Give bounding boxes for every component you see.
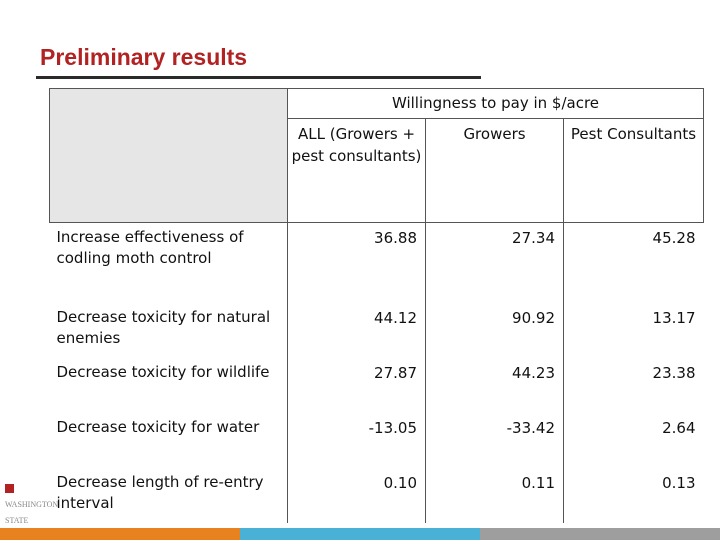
row-label: Decrease toxicity for water [56,417,260,436]
title-underline [36,76,481,79]
row-label: Increase effectiveness of codling moth c… [56,228,244,267]
value-cell: 13.17 [563,302,704,358]
column-header-all: ALL (Growers + pest consultants) [287,118,426,223]
value-cell: 0.10 [287,467,426,523]
column-header-row: ALL (Growers + pest consultants) Growers… [50,118,704,223]
value-cell: 45.28 [563,222,704,303]
table-row: Decrease toxicity for water -13.05 -33.4… [50,412,704,468]
footer-bar-blue [240,528,480,540]
row-label: Decrease length of re-entry interval [56,472,264,512]
university-logo: WASHINGTON STATE UNIVERSITY [5,482,58,541]
value-cell: -33.42 [425,412,564,468]
value-cell: 44.23 [425,357,564,413]
value-cell: 0.13 [563,467,704,523]
row-label: Decrease toxicity for natural enemies [56,307,271,347]
footer-bar-gray [480,528,720,540]
footer-color-bar [0,528,720,540]
group-header-row: Willingness to pay in $/acre [49,88,704,223]
value-cell: 23.38 [563,357,704,413]
blank-header-cell [49,88,288,223]
value-cell: 44.12 [287,302,426,358]
value-cell: 36.88 [287,222,426,303]
column-header-growers: Growers [425,118,564,223]
crest-icon [5,484,14,493]
value-cell: -13.05 [287,412,426,468]
value-cell: 90.92 [425,302,564,358]
table-row: Decrease toxicity for natural enemies 44… [50,302,704,358]
row-label: Decrease toxicity for wildlife [56,362,270,381]
group-header: Willingness to pay in $/acre [287,88,704,119]
table-row: Increase effectiveness of codling moth c… [50,222,704,303]
results-table: Willingness to pay in $/acre ALL (Grower… [49,88,704,523]
value-cell: 0.11 [425,467,564,523]
value-cell: 2.64 [563,412,704,468]
value-cell: 27.87 [287,357,426,413]
table-row: Decrease length of re-entry interval 0.1… [50,467,704,523]
column-header-consultants: Pest Consultants [563,118,704,223]
slide-title: Preliminary results [40,44,248,70]
footer-bar-orange [0,528,240,540]
value-cell: 27.34 [425,222,564,303]
table-row: Decrease toxicity for wildlife 27.87 44.… [50,357,704,413]
